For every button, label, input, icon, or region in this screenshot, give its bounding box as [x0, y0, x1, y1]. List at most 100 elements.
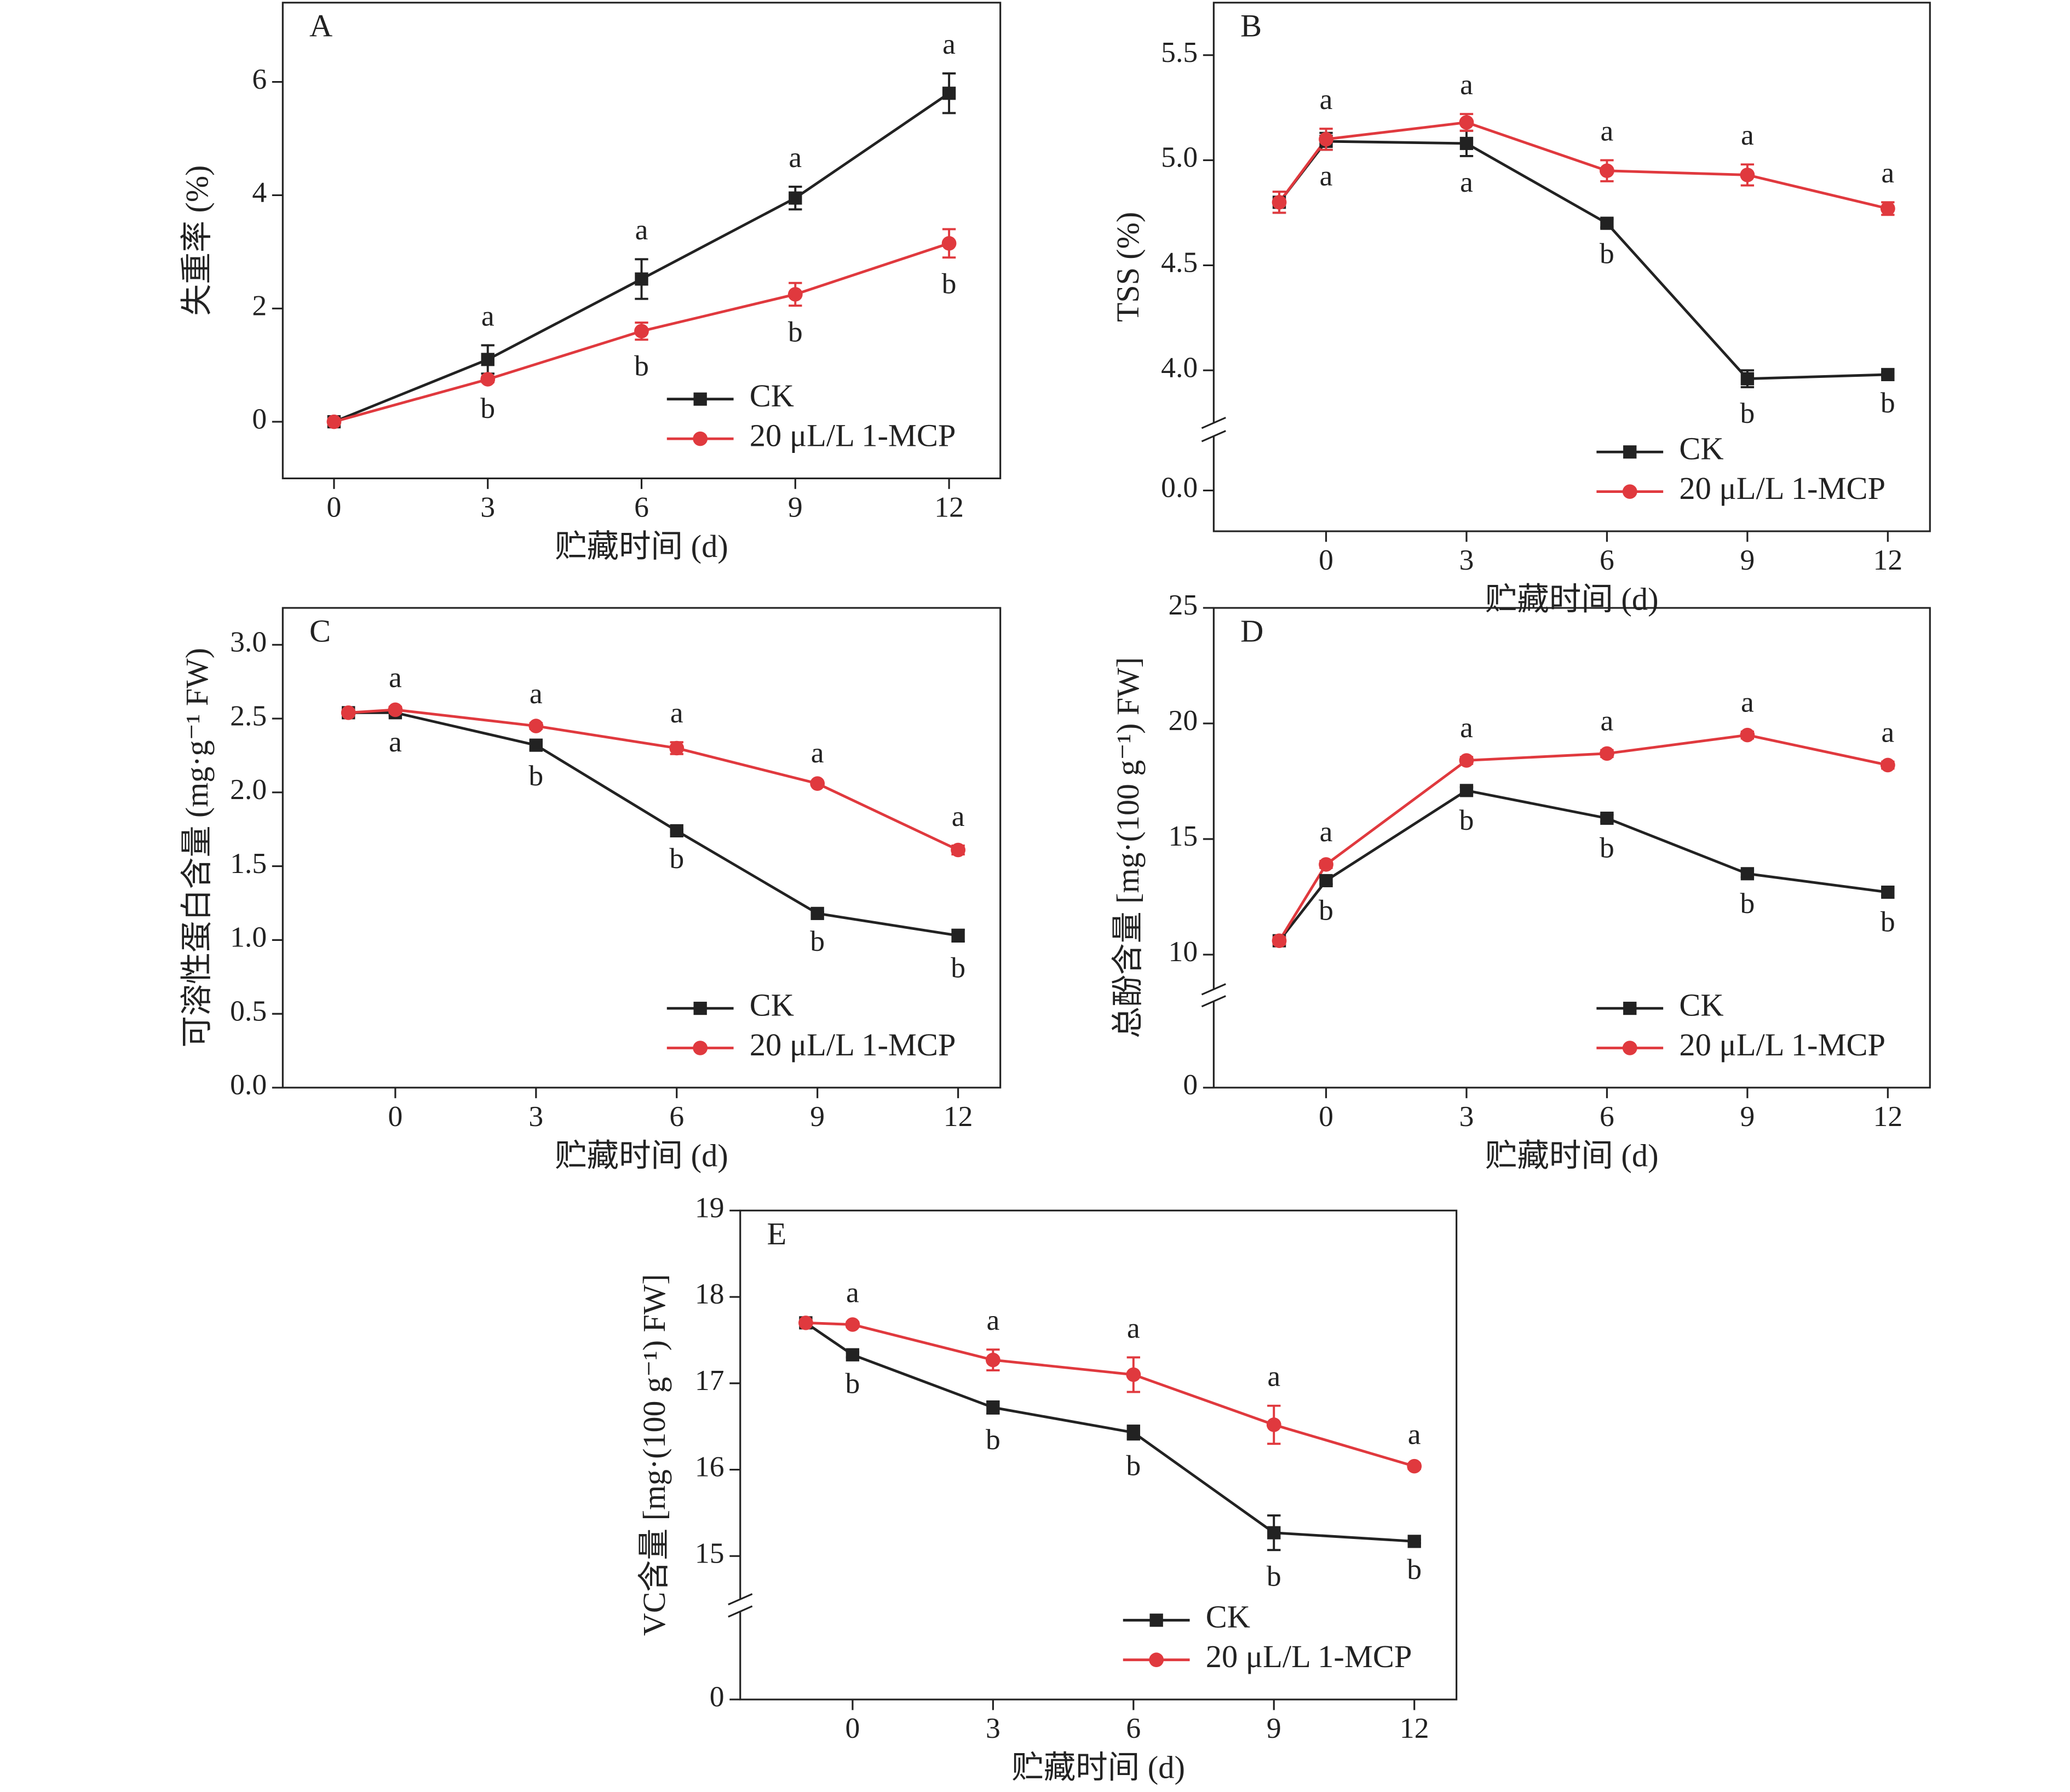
series-line — [806, 1321, 1415, 1468]
axis-break-gap — [736, 1599, 745, 1612]
significance-letter: a — [789, 141, 802, 174]
legend-marker — [1622, 1041, 1637, 1055]
legend-marker — [1623, 1002, 1637, 1015]
x-tick-label: 12 — [1873, 1100, 1903, 1133]
y-tick-label: 0.0 — [1161, 471, 1198, 504]
y-tick-label: 0 — [1183, 1068, 1198, 1101]
marker — [1319, 874, 1333, 888]
significance-letter: b — [788, 315, 803, 348]
x-tick-label: 12 — [934, 491, 964, 524]
significance-letter: a — [1267, 1360, 1280, 1393]
significance-letter: b — [1600, 831, 1614, 864]
y-tick-label: 0.5 — [230, 995, 267, 1027]
marker — [481, 353, 495, 366]
significance-letter: a — [811, 736, 824, 769]
x-tick-label: 9 — [788, 491, 803, 524]
legend-label: 20 μL/L 1-MCP — [1679, 1027, 1885, 1062]
x-tick-label: 9 — [810, 1100, 825, 1133]
legend-label: 20 μL/L 1-MCP — [1679, 470, 1885, 506]
y-axis-label: 失重率 (%) — [179, 165, 215, 316]
marker — [951, 929, 965, 943]
marker — [1881, 886, 1895, 899]
marker — [529, 738, 543, 752]
marker — [670, 824, 683, 837]
axis-break-mark — [1201, 417, 1226, 429]
legend-marker — [693, 392, 707, 406]
marker — [1126, 1367, 1141, 1382]
x-axis-label: 贮藏时间 (d) — [555, 1138, 728, 1174]
x-tick-label: 6 — [1126, 1711, 1141, 1744]
y-tick-label: 19 — [695, 1191, 725, 1224]
y-tick-label: 1.5 — [230, 847, 267, 880]
significance-letter: b — [810, 924, 825, 957]
marker — [951, 842, 965, 858]
x-axis-label: 贮藏时间 (d) — [1485, 582, 1659, 617]
y-tick-label: 0.0 — [230, 1068, 267, 1101]
y-tick-label: 3.0 — [230, 625, 267, 658]
significance-letter: a — [1881, 156, 1894, 189]
x-tick-label: 3 — [480, 491, 495, 524]
marker — [1740, 168, 1755, 182]
x-tick-label: 0 — [846, 1711, 860, 1744]
marker — [1459, 784, 1474, 797]
marker — [1880, 757, 1895, 773]
x-tick-label: 9 — [1740, 543, 1755, 576]
significance-letter: a — [1601, 114, 1614, 147]
significance-letter: b — [480, 392, 495, 424]
marker — [986, 1400, 1000, 1414]
series-line — [348, 711, 958, 937]
y-tick-label: 17 — [695, 1364, 725, 1397]
y-tick-label: 25 — [1169, 588, 1198, 621]
y-tick-label: 4.5 — [1161, 246, 1198, 279]
significance-letter: b — [1881, 386, 1895, 419]
significance-letter: b — [942, 267, 957, 300]
marker — [846, 1348, 860, 1362]
marker — [1272, 195, 1287, 210]
marker — [635, 272, 648, 286]
axis-break-mark — [1201, 430, 1226, 443]
significance-letter: b — [669, 842, 684, 875]
marker — [1880, 201, 1895, 216]
marker — [787, 287, 803, 302]
x-tick-label: 3 — [528, 1100, 543, 1133]
axis-break-mark — [1201, 983, 1226, 996]
panel-label: B — [1240, 8, 1262, 44]
marker — [1267, 1526, 1281, 1540]
significance-letter: a — [389, 725, 402, 758]
axis-break-gap — [1210, 423, 1218, 436]
x-axis-label: 贮藏时间 (d) — [1011, 1750, 1185, 1785]
x-tick-label: 0 — [388, 1100, 403, 1133]
significance-letter: b — [986, 1423, 1001, 1456]
legend-label: CK — [750, 378, 794, 413]
x-tick-label: 3 — [1459, 543, 1474, 576]
y-axis-label: VC含量 [mg·(100 g⁻¹) FW] — [636, 1274, 672, 1636]
y-tick-label: 2.5 — [230, 699, 267, 732]
significance-letter: a — [1460, 68, 1473, 101]
significance-letter: a — [1460, 711, 1473, 744]
y-tick-label: 5.5 — [1161, 36, 1198, 68]
marker — [528, 719, 544, 733]
marker — [480, 372, 496, 387]
x-tick-label: 6 — [669, 1100, 684, 1133]
marker — [942, 87, 956, 100]
marker — [1319, 857, 1333, 872]
significance-letter: a — [1741, 686, 1754, 719]
series-line — [1278, 140, 1888, 381]
significance-letter: b — [1881, 905, 1895, 938]
marker — [1319, 131, 1333, 147]
legend-marker — [1623, 445, 1637, 459]
x-tick-label: 0 — [1319, 1100, 1333, 1133]
axis-break-mark — [728, 1593, 753, 1606]
panel-label: A — [309, 8, 332, 44]
x-tick-label: 3 — [1459, 1100, 1474, 1133]
y-tick-label: 20 — [1169, 704, 1198, 737]
series-line — [1278, 733, 1888, 941]
legend-marker — [1149, 1613, 1163, 1627]
significance-letter: a — [942, 27, 956, 60]
marker — [1459, 115, 1474, 130]
marker — [1600, 216, 1614, 230]
x-tick-label: 9 — [1740, 1100, 1755, 1133]
y-tick-label: 0 — [710, 1680, 725, 1713]
x-axis-label: 贮藏时间 (d) — [1485, 1138, 1659, 1174]
significance-letter: a — [1320, 83, 1333, 116]
